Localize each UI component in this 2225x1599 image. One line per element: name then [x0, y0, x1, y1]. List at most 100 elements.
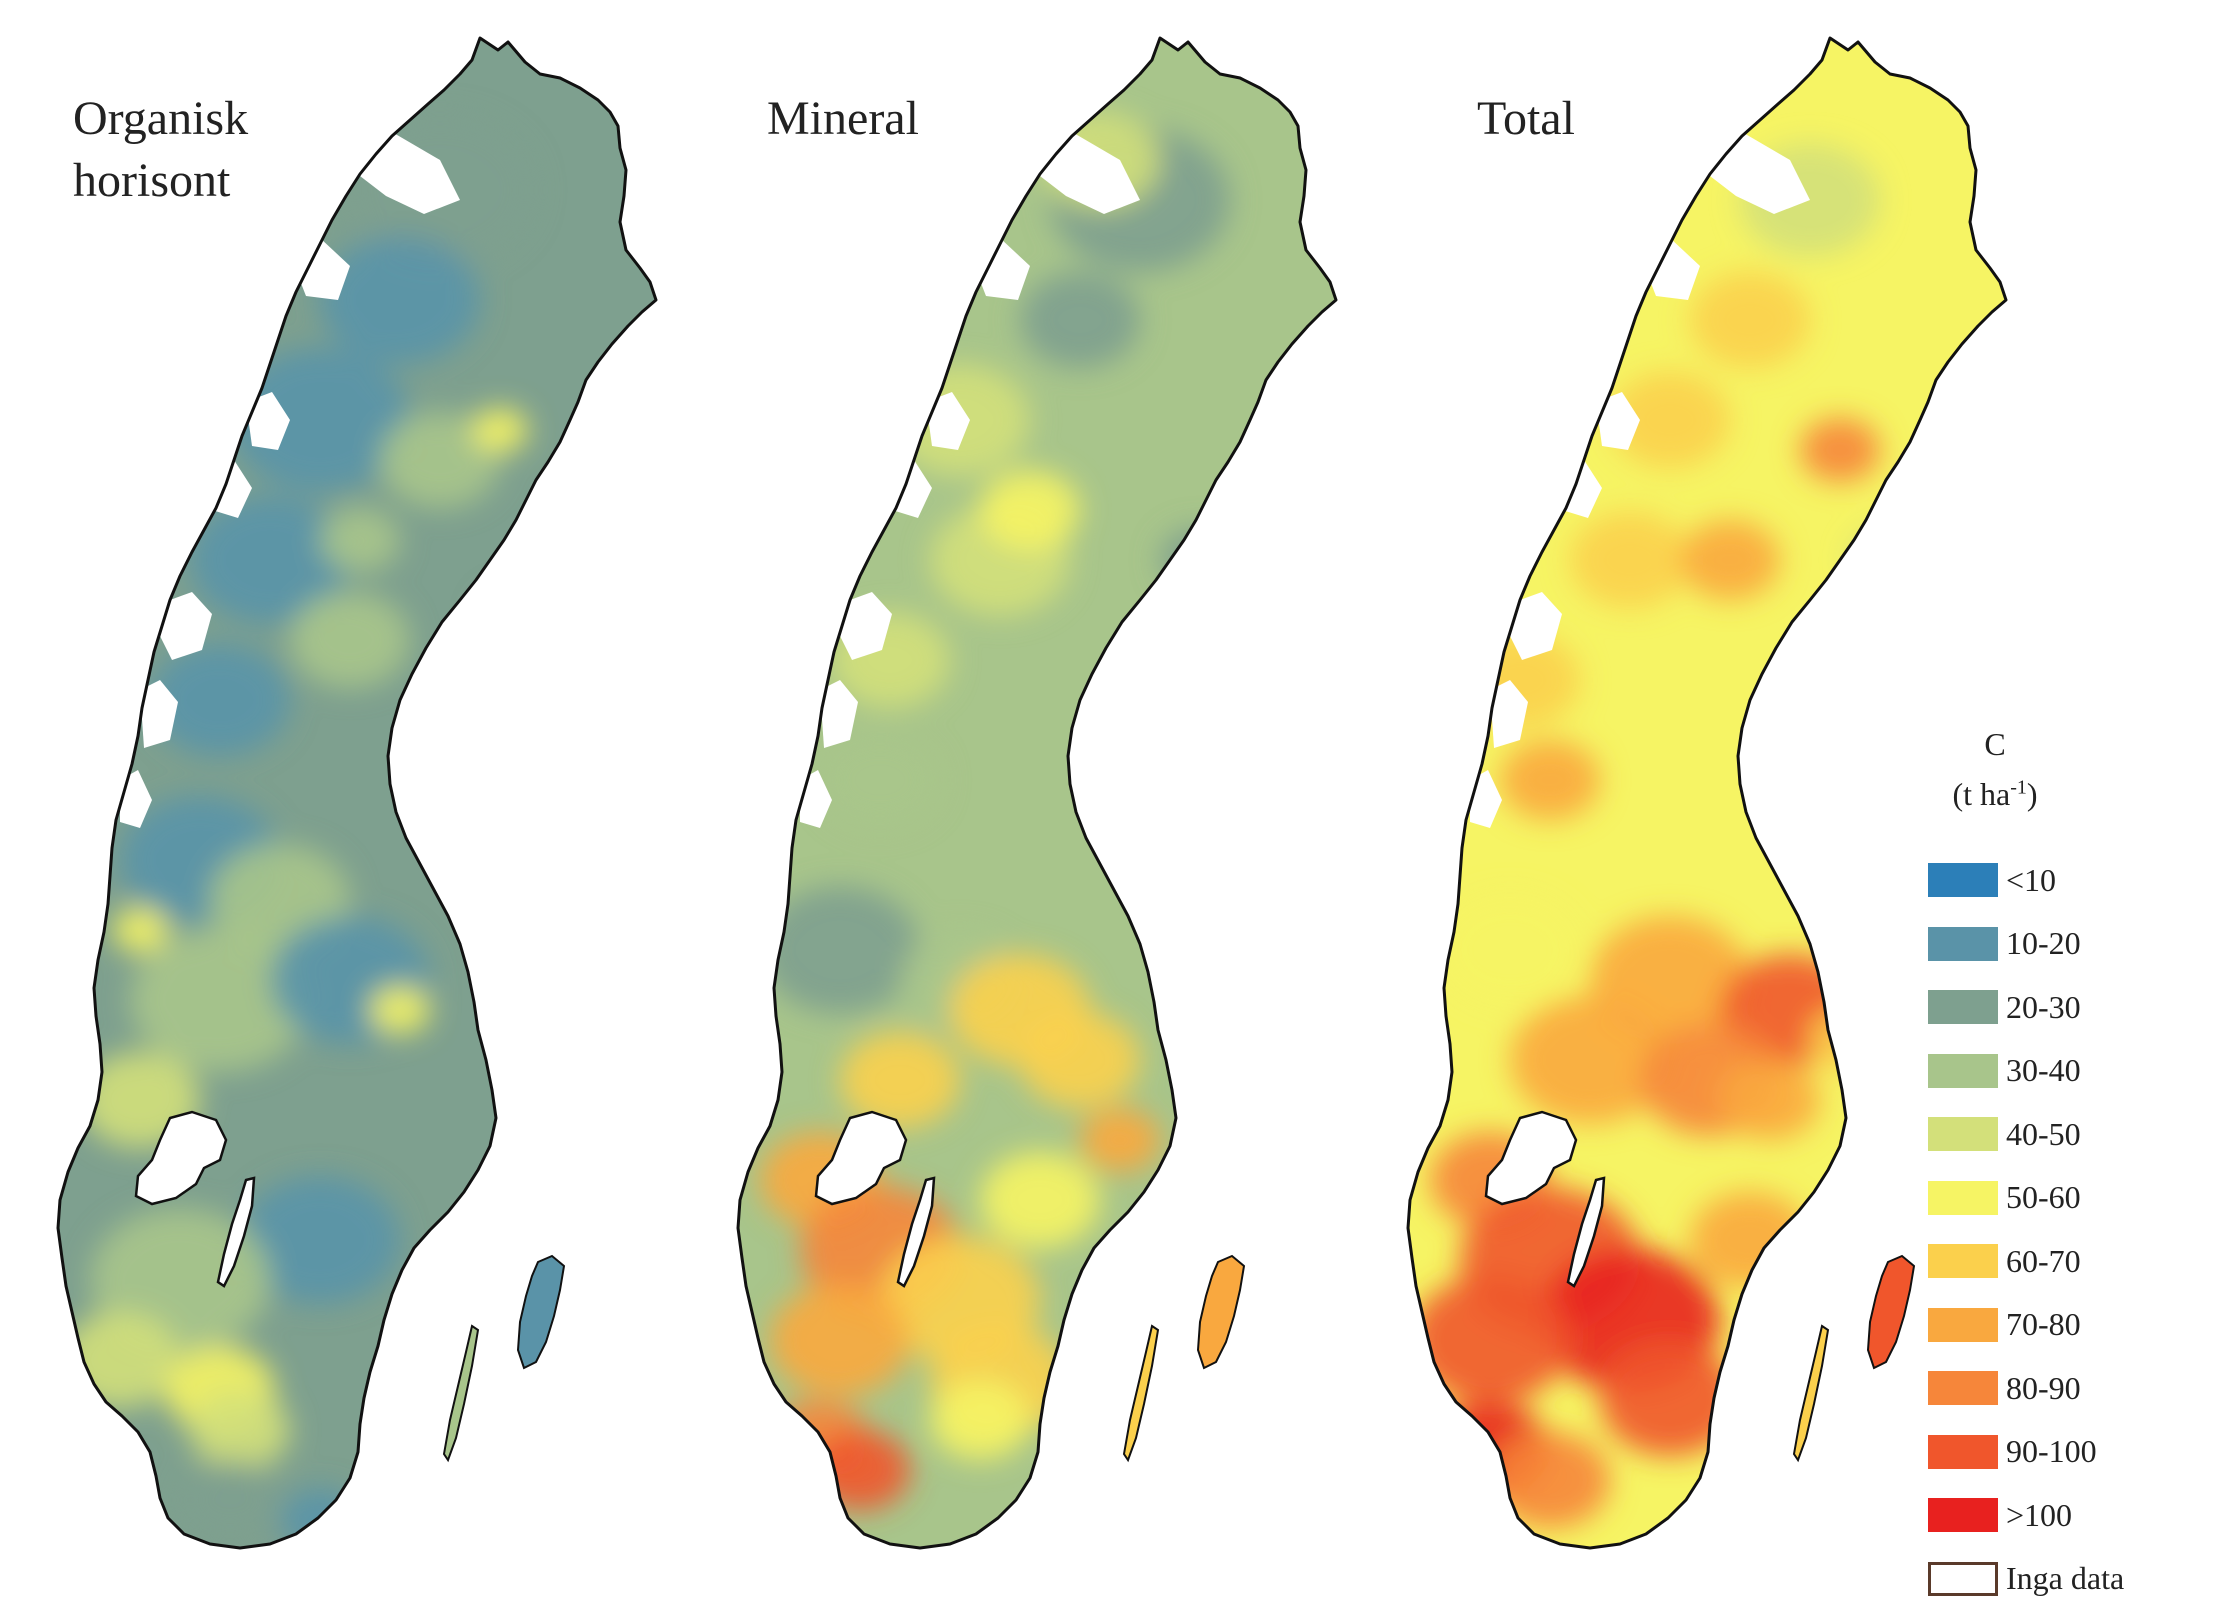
carbon-region — [320, 236, 480, 364]
carbon-region — [190, 496, 350, 624]
no-data-area — [140, 680, 178, 748]
carbon-region — [370, 986, 430, 1034]
lake-vanern — [814, 1110, 908, 1206]
carbon-region — [1810, 1008, 1890, 1072]
legend-swatch — [1928, 1053, 1998, 1088]
lake-vanern — [1484, 1110, 1578, 1206]
carbon-region — [930, 1380, 1030, 1460]
no-data-area — [1596, 392, 1640, 450]
legend-swatch — [1928, 863, 1998, 897]
island-gotland — [516, 1254, 566, 1370]
country-outline — [56, 36, 658, 1550]
legend-swatch — [1928, 1371, 1998, 1405]
legend-label: <10 — [2006, 861, 2057, 898]
no-data-area — [160, 592, 212, 660]
carbon-region — [1020, 272, 1140, 368]
no-data-area — [840, 592, 892, 660]
no-data-area — [820, 680, 858, 748]
legend-item: 70-80 — [1928, 1305, 2081, 1345]
legend-swatch — [1928, 1307, 1998, 1342]
legend-item: 80-90 — [1928, 1368, 2081, 1408]
carbon-region — [190, 1390, 290, 1470]
map-panel-mineral: Mineral — [700, 0, 1400, 1579]
lake-vanern — [134, 1110, 228, 1206]
no-data-area — [1490, 680, 1528, 748]
carbon-region — [1440, 894, 1580, 1006]
sweden-map-organic — [56, 36, 658, 1550]
carbon-region — [1160, 528, 1240, 592]
legend-label: >100 — [2006, 1496, 2073, 1533]
legend-swatch — [1928, 1180, 1998, 1215]
island-gotland — [1866, 1254, 1916, 1370]
no-data-area — [120, 770, 152, 828]
island-oland — [1792, 1324, 1830, 1463]
legend-swatch — [1928, 1434, 1998, 1469]
carbon-region — [290, 592, 410, 688]
carbon-region — [1570, 512, 1690, 608]
carbon-region — [840, 1032, 960, 1128]
legend-item: <10 — [1928, 860, 2056, 900]
legend-label: 60-70 — [2006, 1242, 2081, 1279]
carbon-region — [1410, 1276, 1570, 1404]
legend-label: 20-30 — [2006, 988, 2081, 1025]
legend-item: 40-50 — [1928, 1114, 2081, 1154]
carbon-region — [820, 732, 940, 828]
carbon-region — [180, 1460, 280, 1540]
carbon-region — [1720, 1060, 1820, 1140]
legend-item: 20-30 — [1928, 987, 2081, 1027]
lake-vattern — [1566, 1176, 1606, 1288]
sweden-map-mineral — [736, 36, 1338, 1550]
carbon-region — [230, 348, 410, 492]
lake-vattern — [896, 1176, 936, 1288]
carbon-region — [240, 1176, 400, 1304]
carbon-region — [1500, 740, 1600, 820]
legend-item: >100 — [1928, 1495, 2072, 1535]
legend-swatch — [1928, 1117, 1998, 1151]
no-data-area — [1510, 592, 1562, 660]
carbon-region — [760, 886, 920, 1014]
legend-swatch — [1928, 1498, 1998, 1532]
no-data-area — [926, 392, 970, 450]
carbon-region — [130, 928, 310, 1072]
no-data-area — [246, 392, 290, 450]
country-outline — [1406, 36, 2008, 1550]
map-fill — [1408, 38, 2006, 1548]
carbon-region — [280, 1488, 360, 1548]
island-oland — [1122, 1324, 1160, 1463]
country-outline — [736, 36, 1338, 1550]
map-panel-organic: Organisk horisont — [20, 0, 720, 1579]
carbon-region — [1020, 1012, 1140, 1108]
map-legend: C (t ha-1) <10 10-20 20-30 30-40 40-50 50-60 6… — [1920, 720, 2220, 1596]
legend-swatch — [1928, 990, 1998, 1024]
carbon-region — [1680, 520, 1780, 600]
legend-label: 10-20 — [2006, 925, 2081, 961]
legend-label: 30-40 — [2006, 1052, 2081, 1088]
sweden-map-total — [1406, 36, 2008, 1550]
carbon-region — [770, 1284, 910, 1396]
carbon-region — [380, 412, 500, 508]
carbon-region — [1690, 272, 1810, 368]
legend-label: 80-90 — [2006, 1369, 2081, 1406]
carbon-region — [480, 588, 560, 652]
carbon-region — [980, 1152, 1100, 1248]
no-data-area — [1470, 770, 1502, 828]
panel-title-organic: Organisk horisont — [73, 92, 249, 207]
legend-title: C — [1984, 726, 2006, 762]
carbon-region — [1600, 1344, 1740, 1456]
legend-item: 10-20 — [1928, 924, 2081, 964]
legend-label: 50-60 — [2006, 1179, 2081, 1215]
panel-title-total: Total — [1477, 92, 1575, 145]
carbon-region — [112, 907, 168, 953]
carbon-region — [980, 470, 1080, 550]
no-data-area — [800, 770, 832, 828]
legend-label: 90-100 — [2006, 1433, 2097, 1469]
island-gotland — [1196, 1254, 1246, 1370]
legend-unit: (t ha-1) — [1952, 776, 2038, 812]
carbon-region — [320, 508, 400, 572]
carbon-region — [60, 1312, 180, 1408]
carbon-region — [1490, 1432, 1610, 1528]
carbon-region — [1610, 372, 1730, 468]
legend-label: 70-80 — [2006, 1306, 2081, 1342]
carbon-region — [1080, 1108, 1160, 1172]
panel-title-mineral: Mineral — [767, 92, 919, 145]
